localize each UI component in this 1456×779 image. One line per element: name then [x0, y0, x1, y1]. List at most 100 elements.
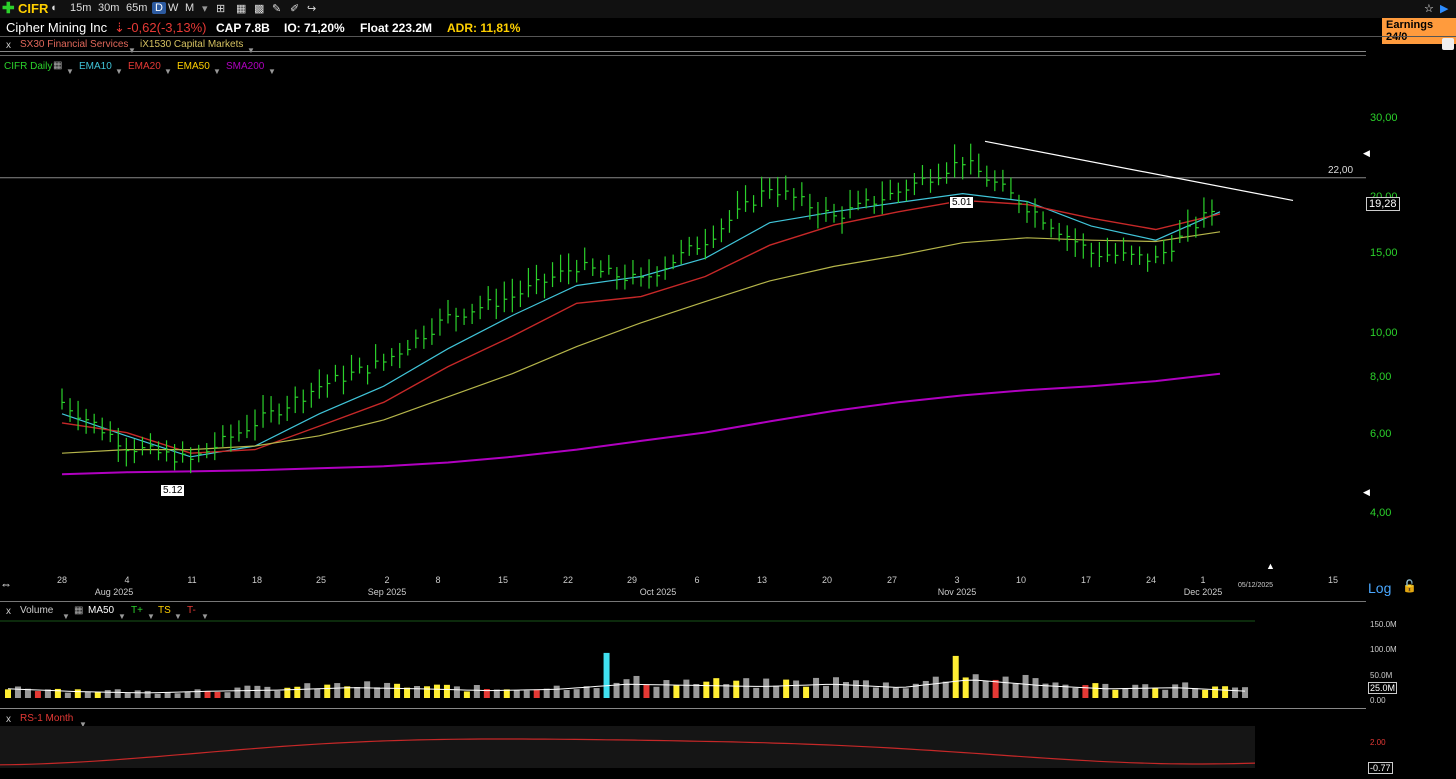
- price-tick: 30,00: [1370, 112, 1398, 124]
- tf-65m[interactable]: 65m: [126, 2, 148, 14]
- volume-bar: [922, 680, 929, 698]
- volume-bar: [174, 693, 181, 698]
- ema20-dropdown-icon[interactable]: ▼: [164, 67, 172, 76]
- tf-dropdown-icon[interactable]: ▾: [202, 3, 208, 15]
- log-toggle[interactable]: Log: [1368, 580, 1392, 596]
- tf-15m[interactable]: 15m: [70, 2, 92, 14]
- sma200-line: [61, 372, 1221, 476]
- quote-header: Cipher Mining Inc ⇣ -0,62(-3,13%) CAP 7.…: [0, 18, 1456, 36]
- volume-bar: [912, 683, 919, 698]
- rs-band: [0, 726, 1255, 768]
- volume-bar: [733, 680, 740, 698]
- volume-tick: 100.0M: [1370, 645, 1397, 654]
- date-tick: 20: [821, 575, 832, 585]
- ts[interactable]: TS: [158, 605, 171, 616]
- chart-type-icon[interactable]: ◖: [50, 2, 57, 14]
- volume-bar: [354, 687, 361, 698]
- volume-close-button[interactable]: x: [6, 606, 11, 617]
- price-tick: 6,00: [1370, 428, 1392, 440]
- tplus-dropdown-icon[interactable]: ▼: [147, 612, 155, 621]
- volume-bar: [972, 674, 979, 698]
- add-icon[interactable]: ✚: [2, 0, 15, 17]
- tf-weekly[interactable]: W: [168, 2, 179, 14]
- play-icon[interactable]: ▶: [1440, 3, 1449, 15]
- volume-bar: [433, 684, 440, 698]
- rs-line: [0, 738, 1256, 766]
- industry-link[interactable]: iX1530 Capital Markets: [140, 39, 244, 50]
- panel-toggle-icon[interactable]: [1442, 38, 1454, 50]
- volume-bar: [872, 687, 879, 698]
- price-chart[interactable]: [0, 56, 1366, 576]
- t-minus[interactable]: T-: [187, 605, 196, 616]
- table-icon[interactable]: ▦: [53, 60, 63, 71]
- volume-bar: [703, 681, 710, 698]
- volume-bar: [962, 677, 969, 698]
- industry-dropdown-icon[interactable]: ▼: [247, 40, 255, 58]
- volume-bar: [823, 685, 830, 698]
- symbol-input[interactable]: CIFR: [18, 1, 49, 16]
- volume-bar: [1072, 687, 1079, 698]
- volume-bar: [463, 691, 470, 698]
- volume-bar: [603, 652, 610, 698]
- volume-bar: [304, 683, 311, 698]
- tf-daily[interactable]: D: [152, 2, 166, 14]
- volume-bar: [793, 680, 800, 698]
- expand-icon[interactable]: ⇔: [0, 577, 12, 591]
- settings-icon[interactable]: ⊞: [216, 3, 226, 15]
- volume-bar: [5, 689, 11, 698]
- star-icon[interactable]: ☆: [1424, 3, 1434, 15]
- volume-bar: [583, 686, 590, 698]
- grid-icon[interactable]: ▩: [254, 3, 265, 15]
- volume-bar: [344, 686, 351, 698]
- lock-icon[interactable]: 🔓: [1402, 579, 1417, 593]
- legend-ema20[interactable]: EMA20: [128, 61, 161, 72]
- price-tick: 10,00: [1370, 327, 1398, 339]
- volume-ma[interactable]: MA50: [88, 605, 115, 616]
- volume-bar: [1022, 674, 1029, 698]
- volume-bar: [274, 690, 281, 698]
- ts-dropdown-icon[interactable]: ▼: [174, 612, 182, 621]
- volume-bar: [214, 691, 221, 698]
- ema50-dropdown-icon[interactable]: ▼: [213, 67, 221, 76]
- divider: [0, 601, 1366, 602]
- sector-close-button[interactable]: x: [6, 40, 11, 51]
- share-icon[interactable]: ↪: [307, 3, 317, 15]
- rs-dropdown-icon[interactable]: ▼: [79, 720, 87, 729]
- table-icon[interactable]: ▦: [74, 605, 84, 616]
- volume-dropdown-icon[interactable]: ▼: [62, 612, 70, 621]
- earnings-badge[interactable]: Earnings 24/0: [1382, 18, 1456, 44]
- volume-bar: [683, 679, 690, 698]
- rs-current: -0.77: [1368, 762, 1393, 774]
- volume-chart[interactable]: [0, 616, 1366, 708]
- volume-bar: [813, 677, 820, 698]
- tminus-dropdown-icon[interactable]: ▼: [201, 612, 209, 621]
- rs-title[interactable]: RS-1 Month: [20, 713, 74, 724]
- marker-icon[interactable]: ✐: [290, 3, 300, 15]
- ema10-dropdown-icon[interactable]: ▼: [115, 67, 123, 76]
- scroll-up-icon[interactable]: ▲: [1266, 561, 1275, 571]
- divider: [0, 55, 1366, 56]
- volume-bar: [453, 686, 460, 698]
- legend-sma200[interactable]: SMA200: [226, 61, 265, 72]
- volume-bar: [254, 685, 261, 698]
- volume-bar: [1172, 684, 1179, 698]
- t-plus[interactable]: T+: [131, 605, 143, 616]
- float: Float 223.2M: [360, 21, 433, 35]
- ema50-line: [61, 231, 1221, 454]
- legend-ema10[interactable]: EMA10: [79, 61, 112, 72]
- volume-bar: [134, 690, 141, 698]
- tf-monthly[interactable]: M: [185, 2, 195, 14]
- legend-dropdown-icon[interactable]: ▼: [66, 67, 74, 76]
- sector-dropdown-icon[interactable]: ▼: [128, 40, 136, 58]
- volume-title[interactable]: Volume: [20, 605, 54, 616]
- legend-ema50[interactable]: EMA50: [177, 61, 210, 72]
- tf-30m[interactable]: 30m: [98, 2, 120, 14]
- legend-series[interactable]: CIFR Daily: [4, 61, 53, 72]
- sector-link[interactable]: SX30 Financial Services: [20, 39, 129, 50]
- layout-icon[interactable]: ▦: [236, 3, 247, 15]
- ma-dropdown-icon[interactable]: ▼: [118, 612, 126, 621]
- volume-bar: [394, 683, 401, 698]
- draw-icon[interactable]: ✎: [272, 3, 282, 15]
- rs-close-button[interactable]: x: [6, 714, 11, 725]
- sma200-dropdown-icon[interactable]: ▼: [268, 67, 276, 76]
